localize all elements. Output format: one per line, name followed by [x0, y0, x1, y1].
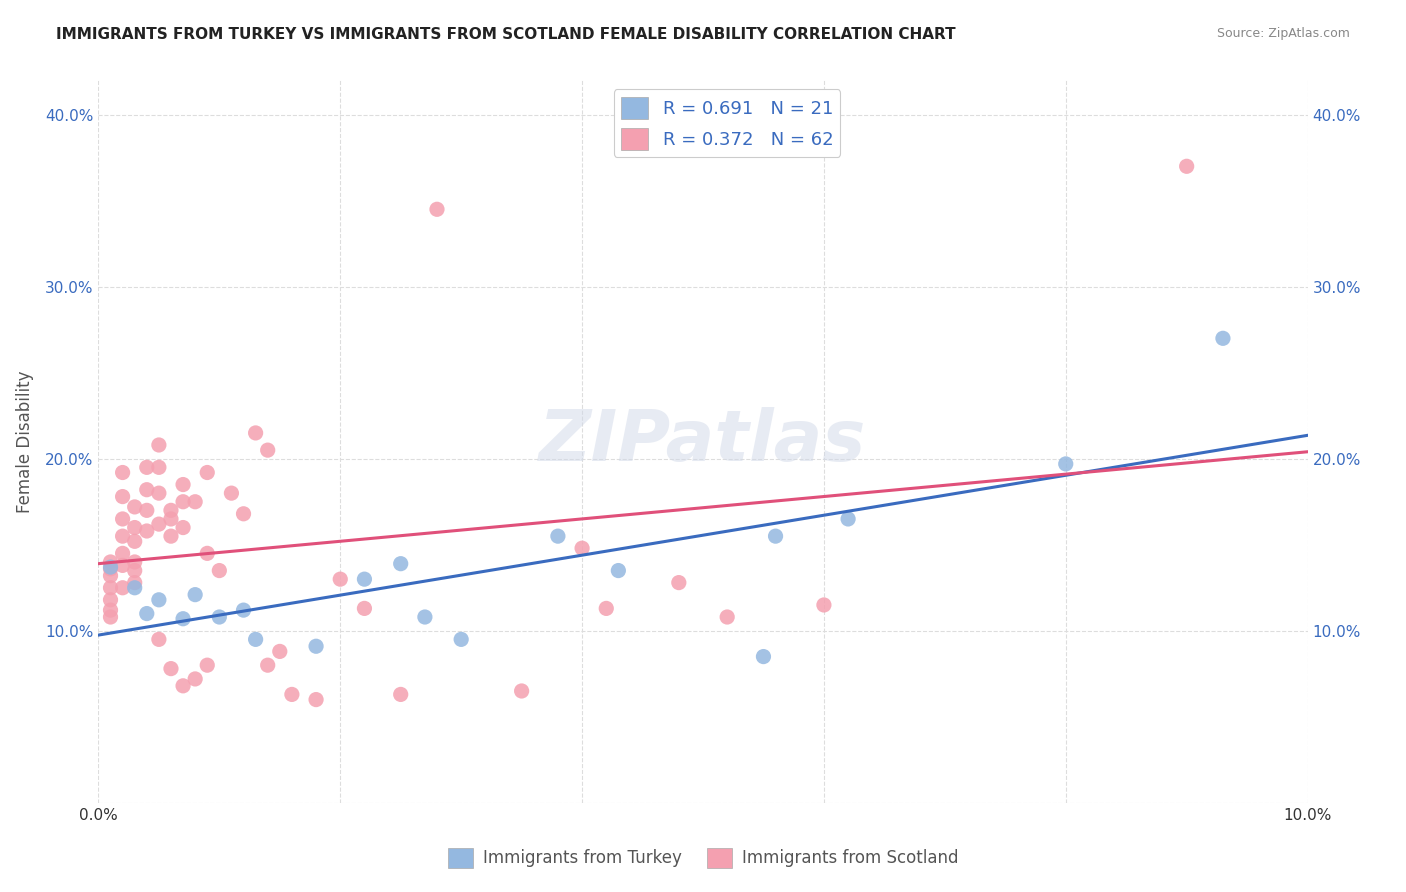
Text: IMMIGRANTS FROM TURKEY VS IMMIGRANTS FROM SCOTLAND FEMALE DISABILITY CORRELATION: IMMIGRANTS FROM TURKEY VS IMMIGRANTS FRO… — [56, 27, 956, 42]
Point — [305, 639, 328, 653]
Point — [172, 612, 194, 626]
Point — [1054, 457, 1077, 471]
Point — [571, 541, 593, 556]
Point — [256, 443, 278, 458]
Point — [160, 512, 183, 526]
Point — [100, 562, 122, 576]
Point — [752, 649, 775, 664]
Point — [124, 520, 146, 534]
Point — [172, 679, 194, 693]
Point — [100, 581, 122, 595]
Point — [232, 507, 254, 521]
Point — [837, 512, 859, 526]
Point — [232, 603, 254, 617]
Point — [184, 672, 207, 686]
Point — [148, 460, 170, 475]
Point — [111, 581, 134, 595]
Point — [124, 500, 146, 514]
Point — [716, 610, 738, 624]
Point — [510, 684, 533, 698]
Point — [148, 592, 170, 607]
Point — [111, 466, 134, 480]
Point — [135, 503, 157, 517]
Point — [281, 687, 304, 701]
Legend: Immigrants from Turkey, Immigrants from Scotland: Immigrants from Turkey, Immigrants from … — [441, 841, 965, 875]
Point — [100, 560, 122, 574]
Point — [195, 466, 218, 480]
Point — [100, 568, 122, 582]
Point — [353, 601, 375, 615]
Point — [160, 529, 183, 543]
Point — [389, 557, 412, 571]
Point — [208, 610, 231, 624]
Point — [100, 592, 122, 607]
Point — [124, 555, 146, 569]
Point — [135, 460, 157, 475]
Point — [111, 490, 134, 504]
Point — [184, 494, 207, 508]
Point — [668, 575, 690, 590]
Point — [245, 632, 267, 647]
Text: Source: ZipAtlas.com: Source: ZipAtlas.com — [1216, 27, 1350, 40]
Point — [160, 503, 183, 517]
Point — [269, 644, 291, 658]
Point — [426, 202, 449, 217]
Point — [595, 601, 617, 615]
Point — [221, 486, 243, 500]
Point — [245, 425, 267, 440]
Point — [135, 483, 157, 497]
Point — [305, 692, 328, 706]
Point — [208, 564, 231, 578]
Point — [135, 607, 157, 621]
Point — [389, 687, 412, 701]
Point — [1175, 159, 1198, 173]
Point — [124, 581, 146, 595]
Point — [353, 572, 375, 586]
Point — [813, 598, 835, 612]
Point — [135, 524, 157, 538]
Point — [329, 572, 352, 586]
Point — [1212, 331, 1234, 345]
Point — [100, 555, 122, 569]
Legend: R = 0.691   N = 21, R = 0.372   N = 62: R = 0.691 N = 21, R = 0.372 N = 62 — [614, 89, 841, 157]
Point — [111, 529, 134, 543]
Point — [111, 512, 134, 526]
Text: ZIPatlas: ZIPatlas — [540, 407, 866, 476]
Point — [195, 546, 218, 560]
Point — [124, 534, 146, 549]
Point — [607, 564, 630, 578]
Point — [148, 486, 170, 500]
Point — [148, 517, 170, 532]
Point — [124, 564, 146, 578]
Point — [148, 438, 170, 452]
Point — [160, 662, 183, 676]
Point — [111, 558, 134, 573]
Point — [184, 588, 207, 602]
Point — [100, 603, 122, 617]
Point — [124, 575, 146, 590]
Point — [413, 610, 436, 624]
Y-axis label: Female Disability: Female Disability — [15, 370, 34, 513]
Point — [172, 520, 194, 534]
Point — [172, 477, 194, 491]
Point — [765, 529, 787, 543]
Point — [450, 632, 472, 647]
Point — [547, 529, 569, 543]
Point — [111, 546, 134, 560]
Point — [195, 658, 218, 673]
Point — [172, 494, 194, 508]
Point — [148, 632, 170, 647]
Point — [256, 658, 278, 673]
Point — [100, 610, 122, 624]
